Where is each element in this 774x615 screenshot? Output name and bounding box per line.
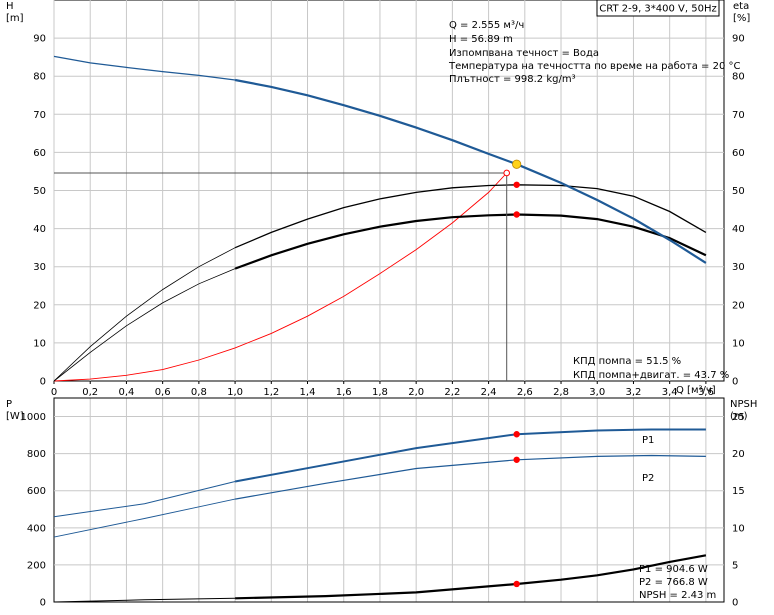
p1-series-label: P1	[642, 435, 654, 446]
info-line-liquid: Изпомпвана течност = Вода	[449, 48, 599, 59]
head-tick-label: 20	[33, 300, 46, 311]
x-tick-label: 0,8	[191, 387, 207, 398]
npsh-tick-label: 0	[732, 598, 738, 609]
system-intersection-marker	[504, 170, 510, 176]
head-tick-label: 90	[33, 34, 46, 45]
p2-series-label: P2	[642, 473, 654, 484]
power-tick-label: 400	[27, 523, 46, 534]
head-tick-label: 10	[33, 338, 46, 349]
duty-point-npsh	[513, 581, 519, 587]
x-tick-label: 2,8	[553, 387, 569, 398]
power-axis-label: P	[6, 399, 12, 410]
power-tick-label: 1000	[21, 412, 46, 423]
npsh-tick-label: 5	[732, 560, 738, 571]
npsh-tick-label: 10	[732, 523, 745, 534]
p2-curve	[235, 456, 706, 500]
head-tick-label: 80	[33, 72, 46, 83]
x-tick-label: 2,2	[444, 387, 460, 398]
duty-point-total-efficiency	[513, 211, 519, 217]
head-tick-label: 70	[33, 110, 46, 121]
eta-tick-label: 40	[732, 224, 745, 235]
npsh-axis-label: NPSH	[730, 399, 757, 410]
result-p2: P2 = 766.8 W	[639, 577, 708, 588]
eta-tick-label: 80	[732, 72, 745, 83]
x-tick-label: 3,0	[589, 387, 605, 398]
power-tick-label: 0	[40, 598, 46, 609]
p2-curve-thin	[54, 499, 235, 537]
head-tick-label: 40	[33, 224, 46, 235]
eta-tick-label: 10	[732, 338, 745, 349]
x-tick-label: 1,4	[300, 387, 316, 398]
npsh-curve-thin	[54, 598, 235, 602]
x-tick-label: 0,2	[82, 387, 98, 398]
x-tick-label: 1,8	[372, 387, 388, 398]
pump-efficiency-label: КПД помпа = 51.5 %	[573, 356, 681, 367]
tick-labels: 0 0,2 0,4 0,6 0,8 1,0 1,2 1,4 1,6 1,8 2,0 2,2 2,4 2,6…	[21, 34, 745, 609]
flow-axis-label: Q [м³/ч]	[676, 385, 716, 396]
p1-curve-thin	[54, 482, 235, 517]
eta-tick-label: 30	[732, 262, 745, 273]
x-tick-label: 0,4	[118, 387, 134, 398]
npsh-axis-unit: (m)	[730, 411, 748, 422]
top-grid	[54, 0, 724, 384]
power-axis-unit: [W]	[6, 411, 24, 422]
x-tick-label: 1,6	[336, 387, 352, 398]
head-tick-label: 60	[33, 148, 46, 159]
info-line-temperature: Температура на течността по време на раб…	[448, 61, 741, 72]
duty-point-p1	[513, 431, 519, 437]
info-line-q: Q = 2.555 м³/ч	[449, 20, 524, 31]
duty-point-pump-efficiency	[513, 182, 519, 188]
head-tick-label: 30	[33, 262, 46, 273]
head-axis-label: H	[6, 1, 14, 12]
head-axis-unit: [m]	[6, 13, 24, 24]
total-efficiency-curve-thin	[54, 269, 235, 381]
x-tick-label: 2,0	[408, 387, 424, 398]
total-efficiency-label: КПД помпа+двигат. = 43.7 %	[573, 370, 729, 381]
power-tick-label: 800	[27, 449, 46, 460]
npsh-tick-label: 20	[732, 449, 745, 460]
x-tick-label: 1,2	[263, 387, 279, 398]
eta-tick-label: 20	[732, 300, 745, 311]
pump-model: CRT 2-9, 3*400 V, 50Hz	[599, 4, 717, 15]
info-line-density: Плътност = 998.2 kg/m³	[449, 74, 576, 85]
power-tick-label: 200	[27, 560, 46, 571]
x-tick-label: 2,6	[517, 387, 533, 398]
eta-tick-label: 60	[732, 148, 745, 159]
eta-axis-unit: [%]	[733, 13, 750, 24]
npsh-tick-label: 15	[732, 486, 745, 497]
npsh-curve	[235, 555, 706, 598]
x-tick-label: 0,6	[155, 387, 171, 398]
head-tick-label: 0	[40, 377, 46, 388]
x-tick-label: 1,0	[227, 387, 243, 398]
result-npsh: NPSH = 2.43 m	[639, 590, 716, 601]
x-tick-label: 3,2	[626, 387, 642, 398]
eta-tick-label: 90	[732, 34, 745, 45]
power-tick-label: 600	[27, 486, 46, 497]
head-curve	[235, 80, 706, 263]
x-tick-label: 2,4	[481, 387, 497, 398]
head-tick-label: 50	[33, 186, 46, 197]
eta-tick-label: 0	[732, 377, 738, 388]
x-tick-label: 0	[51, 387, 57, 398]
total-efficiency-curve	[235, 215, 706, 269]
eta-axis-label: eta	[733, 1, 749, 12]
result-p1: P1 = 904.6 W	[639, 564, 708, 575]
duty-point-p2	[513, 457, 519, 463]
duty-point-head	[512, 160, 520, 168]
info-line-h: H = 56.89 m	[449, 34, 513, 45]
system-curve	[54, 173, 507, 381]
eta-tick-label: 70	[732, 110, 745, 121]
eta-tick-label: 50	[732, 186, 745, 197]
